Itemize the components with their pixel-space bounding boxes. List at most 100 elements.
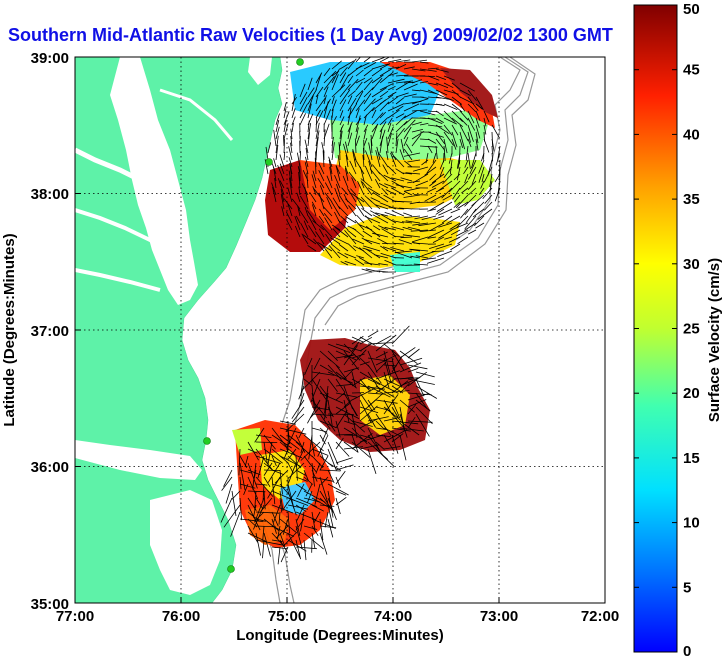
current-vector-arrow (415, 180, 429, 187)
current-vector-arrow (384, 183, 397, 189)
current-vector-arrow (255, 455, 282, 464)
current-vector-arrow (307, 132, 310, 147)
current-vector-arrow (291, 198, 301, 210)
current-vector-arrow (371, 77, 383, 91)
y-tick-label: 39:00 (31, 50, 69, 67)
current-vector-arrow (395, 59, 411, 63)
colorbar-ticks (634, 4, 677, 653)
current-vector-arrow (360, 180, 365, 189)
current-vector-arrow (359, 247, 373, 259)
current-vector-arrow (362, 154, 365, 168)
current-vector-arrow (298, 186, 301, 196)
current-vector-arrow (475, 124, 481, 139)
current-vector-arrow (379, 111, 386, 119)
current-vector-arrow (298, 385, 305, 400)
x-tick-label: 72:00 (581, 608, 619, 625)
current-vector-arrow (345, 155, 349, 168)
colorbar (633, 4, 678, 653)
colorbar-tick-label: 0 (683, 643, 691, 659)
current-vector-arrow (484, 194, 493, 204)
current-vector-arrow (415, 413, 430, 437)
current-vector-arrow (247, 448, 258, 454)
current-vector-arrow (323, 109, 331, 126)
current-vector-arrow (351, 335, 364, 345)
current-vector-arrow (378, 225, 389, 231)
colorbar-tick-label: 50 (683, 1, 700, 18)
current-vector-arrow (303, 455, 317, 473)
current-vector-arrow (407, 226, 421, 231)
current-vector-arrow (483, 110, 490, 123)
current-vector-arrow (338, 244, 349, 252)
current-vector-arrow (335, 165, 341, 182)
current-vector-arrow (461, 187, 469, 194)
current-vector-arrow (223, 504, 241, 528)
current-vector-arrow (450, 243, 461, 251)
current-vector-arrow (473, 215, 485, 227)
current-vector-arrow (295, 469, 307, 476)
current-vector-arrow (255, 441, 278, 443)
current-vector-arrow (327, 420, 336, 432)
current-vector-arrow (467, 124, 474, 142)
current-vector-arrow (407, 368, 419, 373)
current-vector-arrow (489, 180, 493, 190)
current-vector-arrow (371, 97, 383, 105)
current-vector-arrow (459, 82, 475, 92)
current-vector-arrow (318, 215, 325, 224)
current-vector-arrow (371, 112, 384, 126)
current-vector-arrow (477, 208, 493, 220)
current-vector-arrow (335, 403, 351, 415)
current-vector-arrow (363, 124, 369, 133)
current-vector-arrow (271, 427, 288, 448)
current-vector-arrow (283, 138, 285, 154)
current-vector-arrow (301, 233, 317, 245)
current-vector-arrow (307, 103, 312, 119)
current-vector-arrow (279, 163, 285, 175)
current-vector-arrow (288, 170, 293, 189)
current-vector-arrow (275, 126, 280, 140)
current-vector-arrow (345, 141, 349, 154)
current-vector-arrow (435, 96, 452, 100)
current-vector-arrow (351, 177, 357, 189)
current-vector-arrow (395, 64, 407, 70)
current-vector-arrow (459, 89, 471, 96)
current-vector-arrow (438, 208, 453, 216)
current-vector-arrow (427, 208, 437, 212)
current-vector-arrow (331, 201, 341, 217)
current-vector-arrow (448, 180, 461, 193)
current-vector-arrow (455, 194, 469, 209)
current-vector-arrow (300, 441, 305, 454)
current-vector-arrow (370, 210, 381, 217)
current-vector-arrow (287, 434, 301, 446)
current-vector-arrow (439, 159, 445, 170)
current-vector-arrow (273, 158, 277, 168)
current-vector-arrow (363, 77, 373, 84)
current-vector-arrow (381, 214, 397, 224)
current-vector-arrow (253, 504, 257, 518)
current-vector-arrow (283, 108, 287, 119)
current-vector-arrow (465, 145, 469, 161)
current-vector-arrow (223, 469, 233, 487)
current-vector-arrow (375, 399, 398, 404)
current-vector-arrow (401, 221, 413, 224)
current-vector-arrow (433, 215, 445, 220)
current-vector-arrow (335, 470, 346, 485)
current-vector-arrow (391, 380, 409, 394)
current-vector-arrow (399, 347, 416, 359)
current-vector-arrow (483, 124, 487, 135)
current-vector-arrow (375, 434, 391, 437)
current-vector-arrow (427, 67, 439, 70)
current-vector-arrow (410, 229, 429, 232)
current-vector-arrow (230, 511, 241, 537)
current-vector-arrow (426, 187, 437, 193)
current-vector-arrow (427, 138, 437, 144)
current-vector-arrow (319, 532, 328, 555)
current-vector-arrow (455, 229, 469, 237)
current-vector-arrow (348, 205, 357, 217)
current-vector-arrow (467, 166, 477, 180)
current-vector-arrow (411, 98, 429, 105)
current-vector-arrow (371, 87, 387, 98)
current-vector-arrow (467, 180, 477, 190)
current-vector-arrow (401, 172, 413, 175)
current-vector-arrow (363, 87, 374, 98)
current-vector-arrow (335, 476, 341, 489)
